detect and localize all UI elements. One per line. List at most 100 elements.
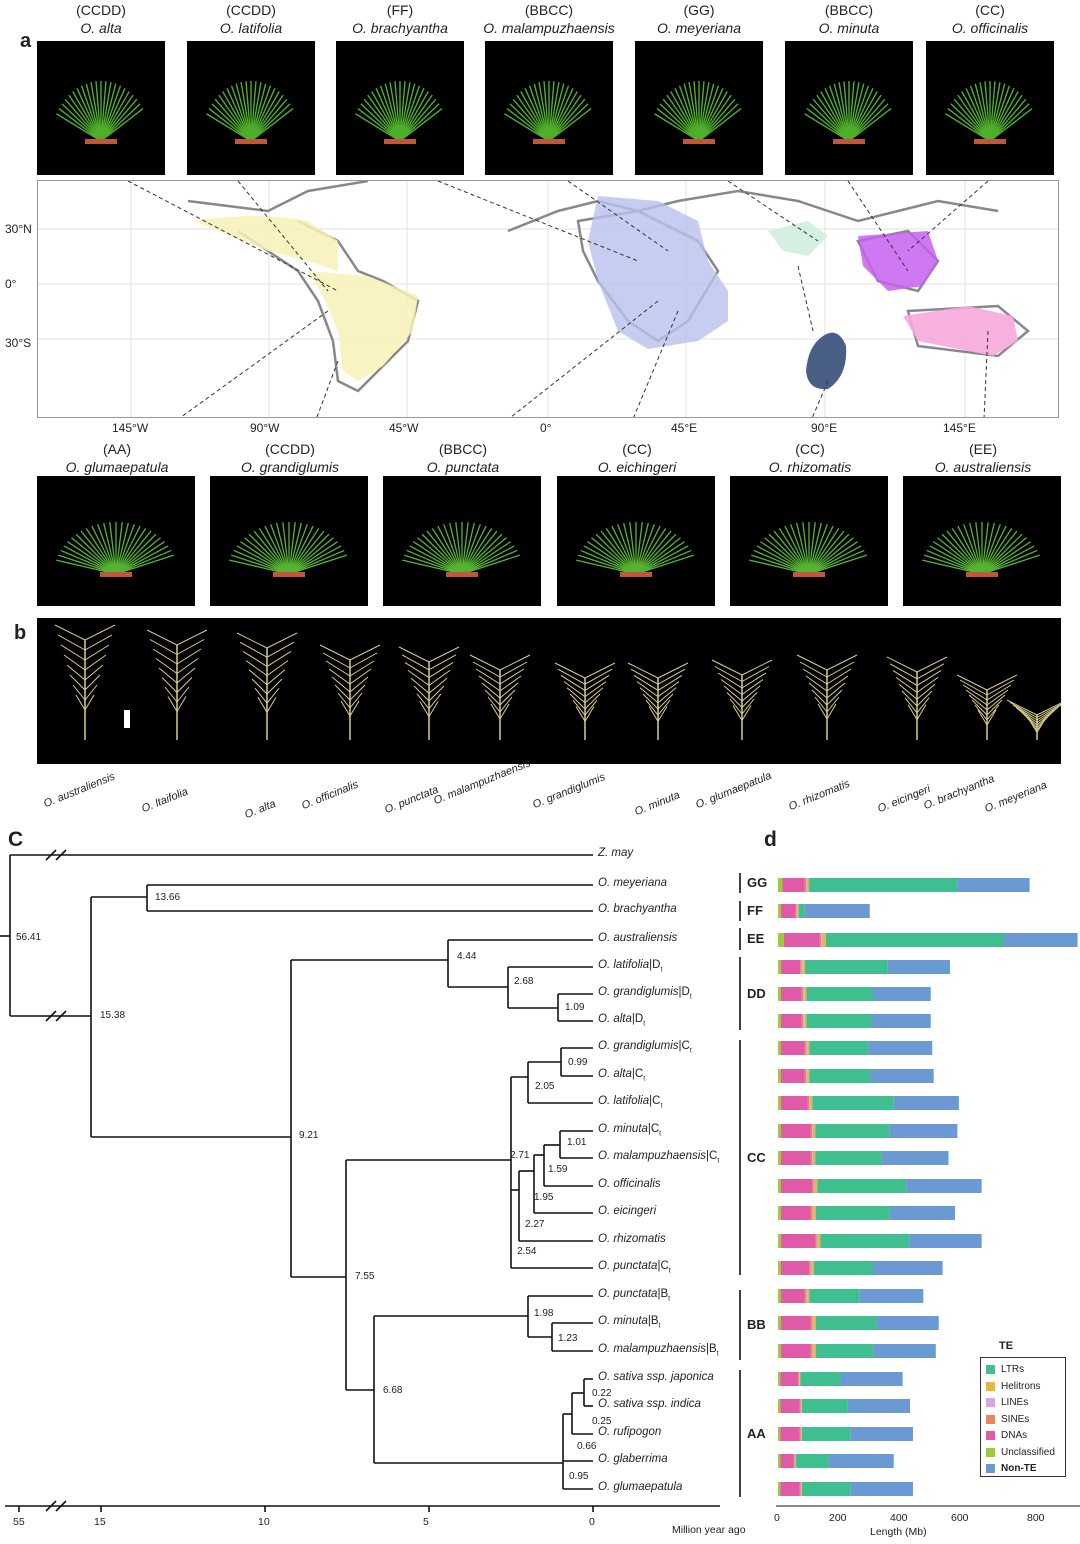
legend-entry: DNAs bbox=[986, 1430, 1027, 1441]
tip-subgenome: |B bbox=[706, 1343, 717, 1355]
bar-segment bbox=[780, 960, 801, 974]
legend-swatch bbox=[986, 1381, 995, 1391]
node-age: 6.68 bbox=[383, 1385, 403, 1396]
panicle bbox=[54, 624, 116, 740]
tip-species: O. malampuzhaensis bbox=[598, 1150, 707, 1162]
tip-subscript: t bbox=[689, 993, 692, 1001]
plant-photo bbox=[785, 41, 913, 175]
longitude-label: 145°W bbox=[112, 421, 149, 435]
species-name: O. punctata bbox=[426, 459, 500, 475]
bar-segment bbox=[780, 1454, 794, 1468]
panicle bbox=[146, 629, 208, 740]
bar-segment bbox=[807, 1096, 810, 1110]
tip-species: O. glaberrima bbox=[598, 1453, 668, 1465]
bar-segment bbox=[810, 1124, 813, 1138]
bar-segment bbox=[876, 1316, 939, 1330]
tree-tip-label: O. sativa ssp. japonica bbox=[598, 1371, 714, 1383]
bar-segment bbox=[806, 1069, 808, 1083]
bar-segment bbox=[780, 1069, 805, 1083]
tip-subgenome: |C bbox=[657, 1260, 669, 1272]
bar-segment bbox=[778, 1179, 781, 1193]
longitude-label: 45°W bbox=[389, 421, 419, 435]
bar-segment bbox=[806, 1014, 872, 1028]
bar-segment bbox=[809, 1069, 871, 1083]
region-india bbox=[768, 221, 828, 256]
region-se-asia bbox=[858, 231, 938, 291]
bar-segment bbox=[778, 1124, 781, 1138]
plant-photo bbox=[37, 41, 165, 175]
bar-segment bbox=[817, 1234, 821, 1248]
bar-segment bbox=[807, 1041, 810, 1055]
top-caption: (BBCC) O. minuta bbox=[755, 1, 943, 37]
bar-segment bbox=[807, 1289, 810, 1303]
bar-segment bbox=[906, 1179, 982, 1193]
panicle bbox=[398, 646, 460, 740]
bar-segment bbox=[800, 1399, 802, 1413]
node-age: 2.71 bbox=[510, 1150, 530, 1161]
time-tick-label: 55 bbox=[13, 1516, 25, 1528]
plant-drawing bbox=[56, 81, 144, 144]
axis-breaks bbox=[5, 849, 720, 1512]
bar-segment bbox=[778, 1206, 781, 1220]
bar-segment bbox=[850, 1482, 913, 1496]
bar-segment bbox=[813, 1261, 874, 1275]
bar-segment bbox=[778, 1289, 781, 1303]
bar-segment bbox=[807, 1069, 810, 1083]
node-age: 0.95 bbox=[569, 1471, 589, 1482]
bar-segment bbox=[778, 1399, 781, 1413]
bar-segment bbox=[804, 878, 807, 892]
plant-drawing bbox=[576, 522, 694, 577]
genome-group-label: CC bbox=[747, 1149, 766, 1165]
tip-subgenome: |D bbox=[678, 986, 690, 998]
region-australia bbox=[903, 306, 1018, 356]
tree-tip-label: O. rhizomatis bbox=[598, 1233, 666, 1245]
legend-label: Non-TE bbox=[1001, 1463, 1037, 1474]
bar-segment bbox=[807, 878, 810, 892]
tip-subgenome: |C bbox=[631, 1068, 644, 1080]
bar-segment bbox=[812, 1151, 814, 1165]
bar-segment bbox=[800, 1482, 802, 1496]
time-tick-label: 5 bbox=[423, 1516, 429, 1528]
bar-segment bbox=[780, 1261, 810, 1275]
bar-segment bbox=[783, 933, 820, 947]
time-tick-label: 10 bbox=[258, 1516, 270, 1528]
length-tick-label: 600 bbox=[951, 1512, 969, 1524]
bar-segment bbox=[799, 1482, 801, 1496]
bar-segment bbox=[813, 1151, 816, 1165]
tip-species: O. grandiglumis bbox=[598, 986, 679, 998]
node-age: 56.41 bbox=[16, 932, 42, 943]
genome-group-label: GG bbox=[747, 875, 768, 890]
panicle-drawings bbox=[54, 624, 1061, 740]
bar-segment bbox=[803, 987, 805, 1001]
bar-segment bbox=[957, 878, 1030, 892]
bar-segment bbox=[809, 878, 958, 892]
genome-type: (CCDD) bbox=[76, 2, 126, 18]
bar-segment bbox=[804, 1041, 807, 1055]
tip-subgenome: ssp. japonica bbox=[643, 1371, 714, 1383]
species-name: O. latifolia bbox=[219, 20, 283, 36]
tree-tip-label: O. grandiglumis|Ct bbox=[598, 1040, 692, 1054]
bar-segment bbox=[820, 1234, 910, 1248]
genome-type: (BBCC) bbox=[438, 441, 488, 457]
tip-subscript: t bbox=[643, 1075, 646, 1083]
node-age: 1.23 bbox=[558, 1333, 578, 1344]
node-age: 0.22 bbox=[592, 1388, 612, 1399]
tree-tip-label: O. eicingeri bbox=[598, 1205, 656, 1217]
bottom-caption: (CCDD) O. grandiglumis bbox=[190, 440, 390, 476]
plant-photo bbox=[187, 41, 315, 175]
genome-type: (CCDD) bbox=[226, 2, 276, 18]
bar-segment bbox=[803, 960, 805, 974]
bar-segment bbox=[815, 1206, 890, 1220]
bar-segment bbox=[780, 1179, 813, 1193]
bar-segment bbox=[799, 1372, 800, 1386]
tree-tip-label: O. minuta|Ct bbox=[598, 1123, 661, 1137]
bar-segment bbox=[780, 1399, 800, 1413]
plant-photo bbox=[210, 476, 368, 606]
bar-segment bbox=[795, 1454, 797, 1468]
bar-segment bbox=[778, 1482, 781, 1496]
bar-segment bbox=[799, 1427, 801, 1441]
bar-segment bbox=[881, 1151, 949, 1165]
tip-subgenome: |C bbox=[678, 1040, 690, 1052]
tip-species: O. minuta bbox=[598, 1315, 648, 1327]
